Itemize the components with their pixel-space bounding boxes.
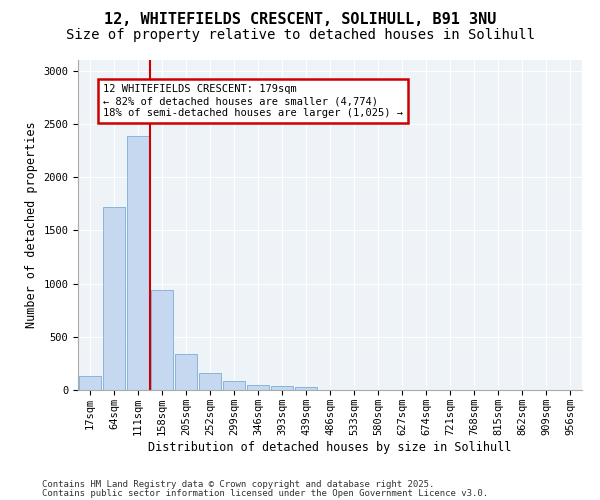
- Text: 12, WHITEFIELDS CRESCENT, SOLIHULL, B91 3NU: 12, WHITEFIELDS CRESCENT, SOLIHULL, B91 …: [104, 12, 496, 28]
- Bar: [247, 384, 269, 390]
- Bar: [175, 354, 197, 390]
- Bar: [127, 136, 149, 390]
- X-axis label: Distribution of detached houses by size in Solihull: Distribution of detached houses by size …: [148, 440, 512, 454]
- Bar: [223, 381, 245, 390]
- Y-axis label: Number of detached properties: Number of detached properties: [25, 122, 38, 328]
- Text: 12 WHITEFIELDS CRESCENT: 179sqm
← 82% of detached houses are smaller (4,774)
18%: 12 WHITEFIELDS CRESCENT: 179sqm ← 82% of…: [103, 84, 403, 117]
- Text: Size of property relative to detached houses in Solihull: Size of property relative to detached ho…: [65, 28, 535, 42]
- Text: Contains public sector information licensed under the Open Government Licence v3: Contains public sector information licen…: [42, 488, 488, 498]
- Bar: [199, 373, 221, 390]
- Bar: [295, 388, 317, 390]
- Text: Contains HM Land Registry data © Crown copyright and database right 2025.: Contains HM Land Registry data © Crown c…: [42, 480, 434, 489]
- Bar: [79, 376, 101, 390]
- Bar: [271, 386, 293, 390]
- Bar: [151, 290, 173, 390]
- Bar: [103, 207, 125, 390]
